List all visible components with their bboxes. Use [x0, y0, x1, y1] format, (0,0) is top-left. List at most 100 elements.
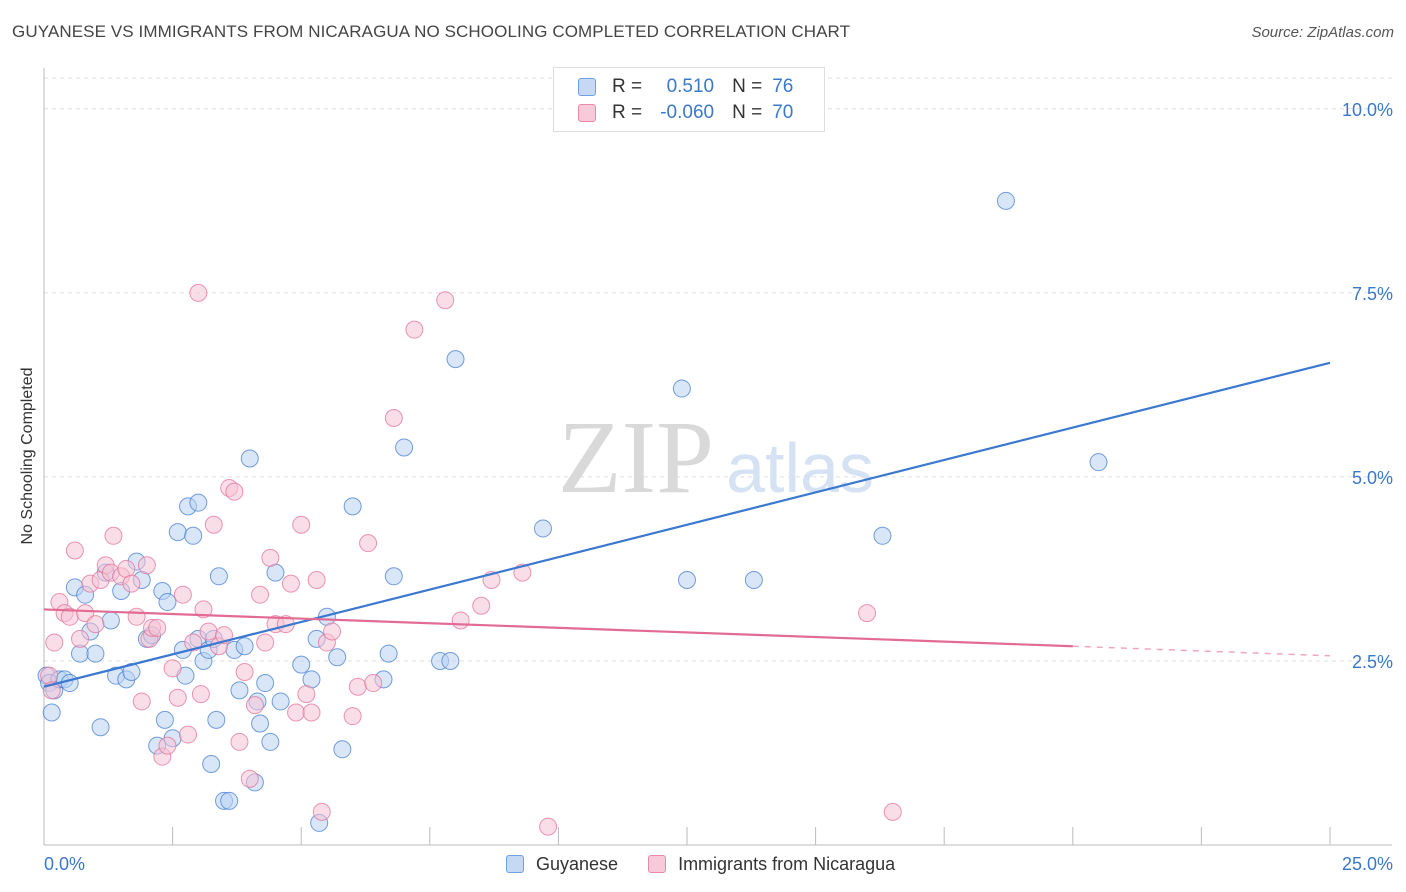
point-guyanese [251, 714, 270, 733]
point-nicaragua [384, 409, 403, 428]
trend-line-nicaragua [43, 608, 1073, 648]
point-nicaragua [245, 696, 264, 715]
point-guyanese [533, 519, 552, 538]
point-guyanese [395, 438, 414, 457]
point-guyanese [678, 570, 696, 589]
point-nicaragua [240, 769, 259, 788]
point-nicaragua [76, 604, 95, 623]
y-tick-label: 5.0% [1352, 468, 1393, 488]
point-nicaragua [302, 703, 321, 722]
point-nicaragua [189, 283, 208, 302]
y-tick-labels: 2.5% 5.0% 7.5% 10.0% [1342, 100, 1393, 672]
legend-n-value: 76 [772, 76, 794, 97]
legend-n-value: 70 [772, 102, 794, 123]
point-nicaragua [225, 482, 244, 501]
watermark: ZIP atlas [558, 400, 874, 515]
point-nicaragua [307, 570, 326, 589]
point-guyanese [158, 593, 177, 612]
legend-r-label: R = [612, 102, 643, 123]
point-nicaragua [137, 556, 156, 575]
point-guyanese [333, 740, 352, 759]
point-guyanese [261, 732, 280, 751]
point-guyanese [379, 644, 398, 663]
legend-swatch-nicaragua [648, 855, 667, 873]
legend-swatch-nicaragua [578, 104, 596, 122]
point-nicaragua [405, 320, 424, 339]
point-nicaragua [173, 585, 192, 604]
point-guyanese [292, 655, 311, 674]
point-nicaragua [261, 548, 280, 567]
point-guyanese [672, 379, 691, 398]
point-nicaragua [251, 585, 270, 604]
y-tick-label: 2.5% [1352, 652, 1393, 672]
point-nicaragua [281, 574, 300, 593]
point-guyanese [202, 755, 221, 774]
y-tick-label: 7.5% [1352, 284, 1393, 304]
point-nicaragua [132, 692, 151, 711]
legend-row-nicaragua: R = -0.060 N = 70 [578, 101, 793, 125]
point-nicaragua [194, 600, 213, 619]
point-nicaragua [204, 515, 223, 534]
point-guyanese [996, 191, 1015, 210]
legend-row-guyanese: R = 0.510 N = 76 [578, 75, 793, 99]
x-tick-labels: 0.0% 25.0% [44, 854, 1393, 874]
point-nicaragua [312, 802, 331, 821]
point-nicaragua [199, 622, 218, 641]
point-guyanese [207, 710, 226, 729]
legend-n-label: N = [732, 76, 763, 97]
point-guyanese [86, 644, 105, 663]
legend-label-nicaragua: Immigrants from Nicaragua [678, 853, 896, 874]
point-guyanese [209, 567, 228, 586]
point-nicaragua [168, 688, 187, 707]
x-tick-label: 25.0% [1342, 854, 1393, 874]
point-guyanese [122, 662, 141, 681]
point-nicaragua [45, 633, 64, 652]
legend-swatch-guyanese [506, 855, 524, 873]
point-nicaragua [122, 574, 141, 593]
point-nicaragua [359, 534, 378, 553]
point-guyanese [230, 681, 249, 700]
point-guyanese [384, 567, 403, 586]
point-guyanese [155, 710, 174, 729]
point-guyanese [441, 651, 460, 670]
point-guyanese [328, 648, 347, 667]
point-nicaragua [451, 611, 470, 630]
point-guyanese [343, 497, 362, 516]
series-guyanese-points [37, 191, 1108, 832]
point-nicaragua [158, 736, 177, 755]
gridlines [44, 77, 1392, 662]
point-nicaragua [256, 633, 275, 652]
point-nicaragua [364, 674, 383, 693]
point-nicaragua [230, 732, 249, 751]
point-guyanese [60, 674, 79, 693]
point-nicaragua [235, 662, 254, 681]
point-nicaragua [292, 515, 311, 534]
point-nicaragua [343, 707, 362, 726]
point-nicaragua [40, 666, 59, 685]
point-nicaragua [323, 622, 342, 641]
watermark-atlas: atlas [726, 429, 874, 507]
legend-item-nicaragua[interactable]: Immigrants from Nicaragua [648, 854, 895, 875]
point-nicaragua [163, 659, 182, 678]
point-guyanese [168, 523, 187, 542]
point-nicaragua [539, 817, 558, 836]
point-guyanese [91, 718, 110, 737]
legend-item-guyanese[interactable]: Guyanese [506, 854, 618, 875]
point-guyanese [1089, 453, 1108, 472]
chart-title: GUYANESE VS IMMIGRANTS FROM NICARAGUA NO… [12, 22, 851, 41]
point-guyanese [189, 493, 208, 512]
point-nicaragua [287, 703, 306, 722]
point-nicaragua [184, 633, 203, 652]
y-tick-label: 10.0% [1342, 100, 1393, 120]
legend-n-label: N = [732, 102, 763, 123]
point-nicaragua [858, 604, 877, 623]
series-legend: Guyanese Immigrants from Nicaragua [506, 852, 925, 876]
point-nicaragua [179, 725, 198, 744]
point-nicaragua [71, 629, 90, 648]
point-nicaragua [436, 291, 455, 310]
point-guyanese [220, 791, 239, 810]
point-guyanese [101, 611, 120, 630]
point-guyanese [256, 674, 275, 693]
series-nicaragua-points [40, 283, 902, 836]
trend-line-guyanese [43, 361, 1331, 688]
